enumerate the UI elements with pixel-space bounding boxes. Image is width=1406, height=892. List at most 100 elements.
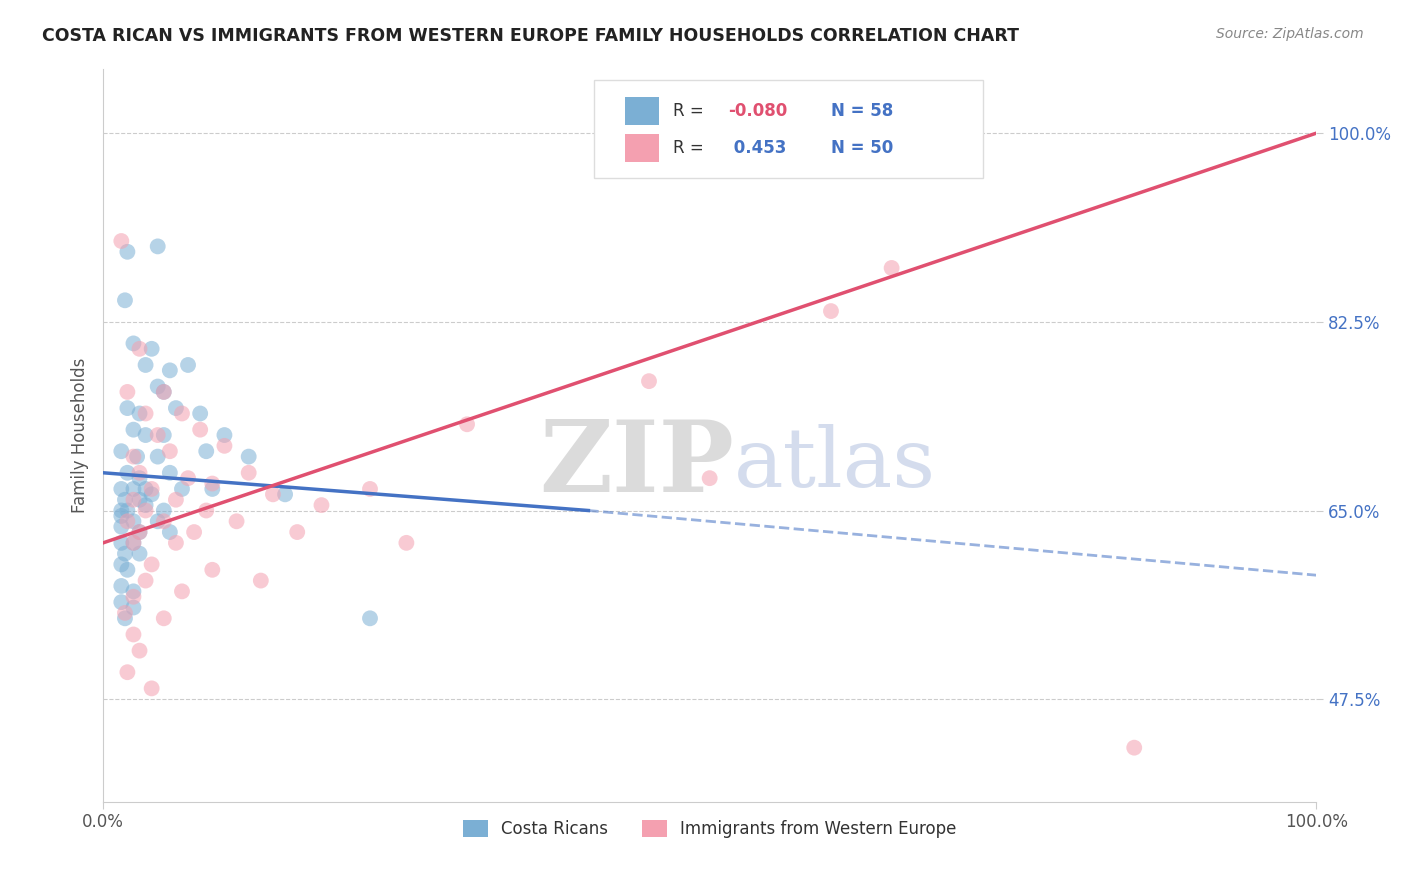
Point: [195, 503, 218, 517]
Point: [152, 503, 174, 517]
Point: [359, 482, 381, 496]
Point: [141, 487, 163, 501]
Point: [146, 514, 169, 528]
Point: [135, 428, 157, 442]
Point: [170, 482, 193, 496]
Point: [201, 482, 224, 496]
Point: [110, 444, 132, 458]
Point: [183, 524, 205, 539]
Point: [128, 466, 150, 480]
Point: [117, 466, 139, 480]
Point: [159, 363, 181, 377]
Point: [135, 498, 157, 512]
Point: [122, 536, 145, 550]
Point: [141, 342, 163, 356]
Point: [188, 407, 211, 421]
Text: R =: R =: [673, 138, 709, 157]
Text: N = 58: N = 58: [831, 102, 893, 120]
Text: atlas: atlas: [734, 425, 936, 504]
Point: [1123, 740, 1146, 755]
Point: [188, 423, 211, 437]
Point: [110, 595, 132, 609]
Point: [135, 482, 157, 496]
Point: [146, 379, 169, 393]
Bar: [624, 134, 659, 161]
Point: [214, 428, 236, 442]
Point: [117, 563, 139, 577]
Point: [135, 358, 157, 372]
Point: [110, 519, 132, 533]
Point: [110, 503, 132, 517]
Point: [165, 492, 187, 507]
Point: [238, 450, 260, 464]
Point: [122, 536, 145, 550]
Legend: Costa Ricans, Immigrants from Western Europe: Costa Ricans, Immigrants from Western Eu…: [457, 813, 963, 845]
Text: Source: ZipAtlas.com: Source: ZipAtlas.com: [1216, 27, 1364, 41]
Point: [128, 342, 150, 356]
Point: [274, 487, 297, 501]
Text: ZIP: ZIP: [538, 416, 734, 513]
Point: [135, 574, 157, 588]
Point: [110, 579, 132, 593]
Point: [110, 508, 132, 523]
Point: [201, 476, 224, 491]
Point: [152, 611, 174, 625]
Point: [456, 417, 478, 432]
Point: [285, 524, 308, 539]
Point: [110, 558, 132, 572]
Text: N = 50: N = 50: [831, 138, 893, 157]
Point: [152, 384, 174, 399]
Point: [114, 611, 136, 625]
Point: [122, 482, 145, 496]
Point: [146, 428, 169, 442]
Point: [177, 471, 200, 485]
Point: [141, 681, 163, 696]
Point: [170, 407, 193, 421]
Point: [170, 584, 193, 599]
Y-axis label: Family Households: Family Households: [72, 358, 89, 513]
Point: [122, 627, 145, 641]
Point: [110, 536, 132, 550]
Point: [638, 374, 661, 388]
Point: [114, 293, 136, 308]
Point: [159, 466, 181, 480]
Point: [177, 358, 200, 372]
Text: COSTA RICAN VS IMMIGRANTS FROM WESTERN EUROPE FAMILY HOUSEHOLDS CORRELATION CHAR: COSTA RICAN VS IMMIGRANTS FROM WESTERN E…: [42, 27, 1019, 45]
FancyBboxPatch shape: [595, 79, 983, 178]
Point: [128, 492, 150, 507]
Point: [128, 547, 150, 561]
Point: [159, 524, 181, 539]
Point: [165, 536, 187, 550]
Point: [311, 498, 333, 512]
Point: [146, 450, 169, 464]
Point: [699, 471, 721, 485]
Point: [195, 444, 218, 458]
Text: R =: R =: [673, 102, 709, 120]
Text: 0.453: 0.453: [728, 138, 786, 157]
Point: [114, 547, 136, 561]
Point: [395, 536, 418, 550]
Point: [214, 439, 236, 453]
Point: [359, 611, 381, 625]
Point: [122, 514, 145, 528]
Point: [117, 665, 139, 680]
Point: [141, 482, 163, 496]
Point: [128, 407, 150, 421]
Point: [225, 514, 247, 528]
Point: [122, 423, 145, 437]
Point: [238, 466, 260, 480]
Point: [110, 482, 132, 496]
Point: [122, 336, 145, 351]
Point: [110, 234, 132, 248]
Point: [880, 260, 903, 275]
Point: [127, 450, 149, 464]
Point: [122, 584, 145, 599]
Point: [128, 524, 150, 539]
Point: [135, 503, 157, 517]
Point: [122, 590, 145, 604]
Point: [117, 514, 139, 528]
Point: [159, 444, 181, 458]
Point: [152, 514, 174, 528]
Point: [117, 503, 139, 517]
Point: [128, 643, 150, 657]
